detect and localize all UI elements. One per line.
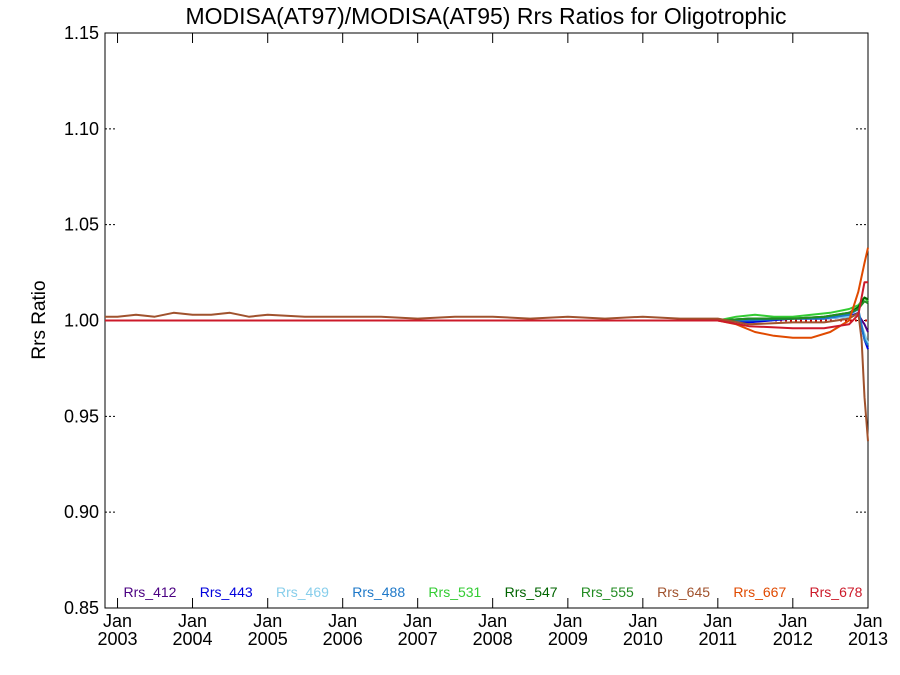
legend-entry: Rrs_488 <box>352 584 405 600</box>
y-tick-label: 0.90 <box>64 502 99 522</box>
x-tick-month: Jan <box>328 611 357 631</box>
legend-entry: Rrs_531 <box>428 584 481 600</box>
series-lines <box>105 247 869 442</box>
x-tick-year: 2011 <box>698 629 737 649</box>
chart-title: MODISA(AT97)/MODISA(AT95) Rrs Ratios for… <box>185 3 786 29</box>
x-tick-year: 2004 <box>172 629 212 649</box>
x-tick-month: Jan <box>478 611 507 631</box>
legend-entry: Rrs_443 <box>200 584 253 600</box>
legend: Rrs_412 Rrs_443 Rrs_469 Rrs_488 Rrs_531 Rrs_5… <box>124 584 863 600</box>
x-tick-month: Jan <box>553 611 582 631</box>
x-tick-year: 2012 <box>773 629 813 649</box>
y-tick-label: 1.10 <box>64 119 99 139</box>
x-tick-year: 2008 <box>473 629 513 649</box>
series-line-rrs-645 <box>105 311 869 442</box>
legend-entry: Rrs_678 <box>810 584 863 600</box>
x-tick-month: Jan <box>253 611 282 631</box>
x-tick-month: Jan <box>778 611 807 631</box>
legend-entry: Rrs_645 <box>657 584 710 600</box>
x-tick-year: 2013 <box>848 629 888 649</box>
series-line-rrs-678 <box>105 281 868 330</box>
x-tick-year: 2010 <box>623 629 663 649</box>
x-tick-year: 2003 <box>98 629 138 649</box>
legend-entry: Rrs_555 <box>581 584 634 600</box>
y-tick-label: 1.00 <box>64 311 99 331</box>
y-tick-label: 0.95 <box>64 406 99 426</box>
x-axis-ticks: Jan2003Jan2004Jan2005Jan2006Jan2007Jan20… <box>98 33 888 649</box>
legend-entry: Rrs_412 <box>124 584 177 600</box>
y-tick-label: 1.05 <box>64 215 99 235</box>
x-tick-month: Jan <box>853 611 882 631</box>
x-tick-month: Jan <box>703 611 732 631</box>
legend-entry: Rrs_667 <box>733 584 786 600</box>
y-tick-label: 1.15 <box>64 23 99 43</box>
x-tick-year: 2005 <box>248 629 288 649</box>
x-tick-month: Jan <box>403 611 432 631</box>
y-axis-label: Rrs Ratio <box>29 280 50 359</box>
legend-entry: Rrs_547 <box>505 584 558 600</box>
y-tick-label: 0.85 <box>64 598 99 618</box>
x-tick-year: 2006 <box>323 629 363 649</box>
x-tick-month: Jan <box>178 611 207 631</box>
x-tick-month: Jan <box>628 611 657 631</box>
x-tick-year: 2009 <box>548 629 588 649</box>
legend-entry: Rrs_469 <box>276 584 329 600</box>
x-tick-month: Jan <box>103 611 132 631</box>
x-tick-year: 2007 <box>398 629 438 649</box>
